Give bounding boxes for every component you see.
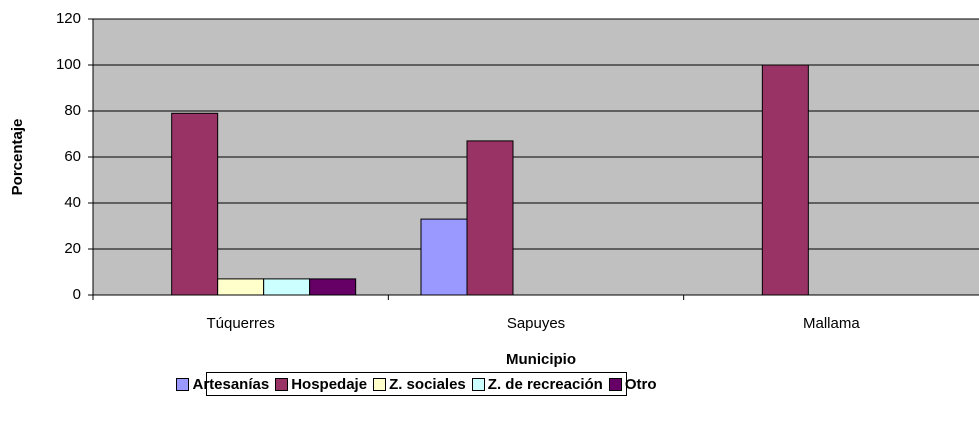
legend-label: Hospedaje [291, 375, 368, 393]
bar [309, 278, 357, 296]
y-axis-label: Porcentaje [9, 119, 26, 196]
legend-label: Z. sociales [389, 375, 466, 393]
legend-item: Otro [608, 375, 657, 393]
legend-label: Z. de recreación [487, 375, 603, 393]
legend-item: Z. sociales [373, 376, 466, 393]
legend-label: Otro [624, 375, 657, 393]
y-tick-label: 40 [64, 194, 81, 211]
bar [420, 218, 468, 296]
y-tick-label: 120 [56, 10, 81, 27]
bar [466, 140, 514, 296]
bar [761, 64, 809, 296]
x-tick-label: Sapuyes [507, 315, 565, 332]
legend-label: Artesanías [192, 375, 270, 393]
legend-swatch [471, 377, 485, 391]
x-tick-label: Túquerres [206, 315, 274, 332]
legend-item: Hospedaje [275, 376, 367, 393]
legend-swatch [373, 377, 387, 391]
legend-swatch [608, 377, 622, 391]
bar [217, 278, 265, 296]
legend-swatch [176, 377, 190, 391]
y-tick-label: 0 [73, 286, 81, 303]
x-axis-label: Municipio [506, 351, 576, 368]
y-tick-label: 100 [56, 56, 81, 73]
bar [171, 112, 219, 296]
legend-item: Z. de recreación [471, 375, 603, 393]
legend-item: Artesanías [176, 376, 269, 393]
y-tick-label: 20 [64, 240, 81, 257]
legend-swatch [275, 377, 289, 391]
bar [263, 278, 311, 296]
x-tick-label: Mallama [803, 315, 860, 332]
y-tick-label: 60 [64, 148, 81, 165]
legend: Artesanías Hospedaje Z. sociales Z. de recr… [176, 372, 657, 396]
y-tick-label: 80 [64, 102, 81, 119]
